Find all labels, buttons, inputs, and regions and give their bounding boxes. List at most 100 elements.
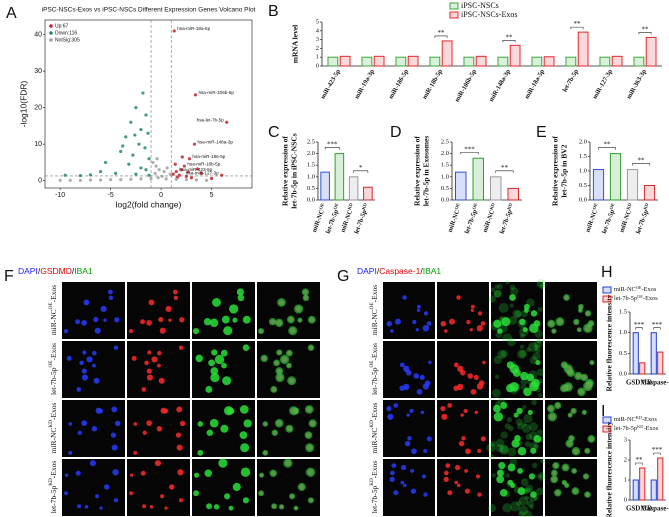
x-tick-label: -5 — [108, 192, 114, 199]
cell — [517, 487, 526, 496]
cell — [498, 462, 506, 470]
cell — [469, 328, 473, 332]
micrograph-signal — [502, 503, 512, 513]
label-part: -Exos — [370, 343, 379, 361]
row-label: miR-NCKD-Exos — [48, 402, 58, 453]
cell — [164, 506, 168, 510]
superscript: KD — [48, 478, 54, 486]
cell — [440, 405, 446, 412]
cell — [517, 447, 527, 456]
micrograph-signal — [509, 457, 518, 466]
micrograph-signal — [522, 404, 527, 410]
cell — [520, 371, 529, 381]
cell — [582, 473, 590, 480]
superscript: OE — [608, 202, 615, 210]
cell — [64, 473, 69, 477]
cell — [86, 356, 93, 363]
cell — [501, 317, 511, 327]
cell — [179, 420, 186, 427]
cell — [276, 349, 283, 356]
cell — [197, 449, 204, 456]
cell — [287, 376, 297, 386]
point — [143, 146, 147, 150]
cell — [470, 388, 477, 395]
x-tick-label: miR-18a-5p — [524, 68, 547, 100]
cell — [466, 319, 471, 325]
micrograph-signal — [499, 445, 509, 455]
y-tick-label: 2.0 — [579, 138, 587, 145]
superscript: OE — [369, 361, 375, 368]
cell — [285, 424, 294, 433]
cell — [289, 493, 296, 500]
cell — [195, 354, 203, 363]
bar — [395, 56, 407, 67]
cell — [129, 473, 134, 477]
cell — [242, 497, 249, 504]
cell — [571, 447, 581, 456]
cell — [209, 418, 219, 428]
label-part: let-7b-5p — [614, 295, 637, 302]
cell — [142, 504, 147, 509]
cell — [476, 383, 484, 390]
cell — [458, 440, 465, 447]
cell — [535, 359, 541, 366]
point — [173, 162, 177, 166]
micrograph-signal — [525, 487, 532, 493]
cell — [423, 311, 429, 316]
superscript: KD — [369, 420, 375, 428]
cell — [82, 350, 87, 355]
cell — [419, 374, 425, 380]
cell — [94, 327, 101, 334]
cell — [553, 488, 562, 497]
significance-label: *** — [652, 321, 663, 329]
cell — [239, 431, 248, 440]
legend-label: miR-NCOE-Exos — [614, 285, 657, 294]
micrograph-signal — [499, 444, 509, 454]
cell — [175, 432, 182, 438]
superscript: KD — [346, 201, 353, 210]
micrograph-signal — [497, 283, 503, 290]
cell — [223, 326, 233, 336]
panel-header: DAPI/Caspase-1/IBA1 — [357, 266, 441, 276]
y-tick-label: 0.0 — [579, 196, 587, 203]
cell — [493, 319, 502, 328]
bar — [509, 44, 521, 67]
label-part: -Exos — [370, 402, 379, 420]
y-axis-label: let-7b-5p in iPSC-NSCs — [290, 133, 299, 209]
point — [195, 167, 200, 171]
y-axis-label: Relative fluorescence intensity — [605, 421, 614, 517]
cell — [81, 368, 87, 374]
bar — [339, 55, 351, 67]
cell — [89, 460, 96, 467]
y-tick-label: 3 — [316, 36, 319, 43]
cell — [228, 505, 234, 511]
cell — [447, 403, 453, 408]
cell — [112, 469, 119, 476]
cell — [410, 468, 415, 473]
cell — [205, 385, 213, 393]
panel-header: DAPI/GSDMD/IBA1 — [18, 266, 93, 276]
cell — [416, 388, 423, 395]
cell — [477, 448, 482, 453]
micrograph-signal — [537, 306, 543, 313]
micrograph — [127, 341, 190, 398]
cell — [393, 403, 399, 408]
cell — [297, 482, 306, 492]
point — [119, 149, 123, 154]
cell — [204, 469, 213, 477]
point — [139, 127, 143, 132]
micrograph-signal — [509, 303, 514, 308]
x-tick-label: miR-19a-3p — [354, 68, 377, 100]
y-tick-label: 1.0 — [579, 167, 587, 174]
bar — [490, 176, 502, 201]
micrograph-signal — [488, 504, 497, 513]
cell — [64, 491, 69, 496]
significance-label: ** — [636, 456, 644, 464]
label-part: -Exos — [49, 402, 58, 420]
cell — [533, 320, 541, 327]
cell — [444, 329, 448, 333]
micrograph-signal — [523, 510, 533, 517]
superscript: OE — [637, 294, 643, 299]
bar — [633, 56, 645, 67]
